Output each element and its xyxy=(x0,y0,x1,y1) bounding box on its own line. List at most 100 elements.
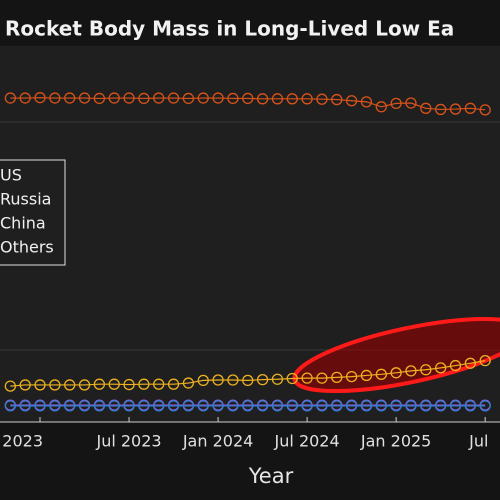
x-ticks: an 2023 Jul 2023 Jan 2024 Jul 2024 Jan 2025 J… xyxy=(0,417,488,451)
data-point xyxy=(197,400,209,412)
data-point xyxy=(108,92,120,104)
data-point xyxy=(479,104,491,116)
lines xyxy=(4,92,491,412)
data-point xyxy=(360,400,373,412)
data-point xyxy=(108,400,120,412)
data-point xyxy=(227,92,239,105)
data-point xyxy=(360,96,373,108)
data-point xyxy=(34,379,46,391)
data-point xyxy=(123,378,135,391)
legend-label: China xyxy=(0,214,46,233)
data-point xyxy=(479,400,491,412)
legend: US Russia China Others xyxy=(0,159,66,266)
data-point xyxy=(464,400,476,412)
data-point xyxy=(405,97,417,109)
data-point xyxy=(301,400,313,412)
data-point xyxy=(434,103,447,116)
highlight-ellipse xyxy=(292,316,500,394)
data-point xyxy=(256,373,269,386)
data-point xyxy=(449,359,462,372)
data-point xyxy=(360,369,373,382)
data-point xyxy=(375,400,387,412)
data-point xyxy=(19,400,31,412)
legend-label: US xyxy=(0,166,22,185)
data-point xyxy=(271,93,284,105)
x-tick-label: Jul 2024 xyxy=(274,432,340,451)
data-point xyxy=(182,400,195,412)
data-point xyxy=(345,95,358,107)
data-point xyxy=(390,400,402,412)
data-point xyxy=(4,400,16,412)
data-point xyxy=(19,92,31,104)
legend-box xyxy=(0,159,66,266)
data-point xyxy=(19,379,31,391)
data-point xyxy=(4,92,16,104)
data-point xyxy=(301,93,313,105)
data-point xyxy=(316,93,328,105)
data-point xyxy=(420,364,432,376)
data-point xyxy=(153,400,165,412)
data-point xyxy=(286,372,298,385)
data-point xyxy=(345,400,358,412)
data-point xyxy=(331,93,343,106)
data-point xyxy=(138,92,150,105)
data-point xyxy=(242,92,254,105)
x-axis-label: Year xyxy=(248,464,294,488)
data-point xyxy=(182,92,195,105)
data-point xyxy=(197,374,209,387)
data-point xyxy=(331,371,343,384)
data-point xyxy=(286,400,298,412)
data-point xyxy=(93,378,106,390)
data-point xyxy=(449,103,462,115)
data-point xyxy=(434,400,447,412)
x-tick-label: Jul xyxy=(468,432,488,451)
data-point xyxy=(331,400,343,412)
data-point xyxy=(375,101,387,113)
chart-title: Rocket Body Mass in Long-Lived Low Ea xyxy=(5,17,454,41)
data-point xyxy=(49,400,61,412)
data-point xyxy=(49,92,61,104)
data-point xyxy=(405,365,417,377)
data-point xyxy=(4,380,16,392)
data-point xyxy=(420,400,432,412)
data-point xyxy=(286,93,298,105)
data-point xyxy=(93,400,106,412)
data-point xyxy=(78,379,91,391)
data-point xyxy=(316,372,328,384)
data-point xyxy=(242,400,254,412)
data-point xyxy=(375,368,387,380)
data-point xyxy=(390,97,402,110)
data-point xyxy=(64,400,76,412)
data-point xyxy=(212,400,224,412)
data-point xyxy=(93,92,106,105)
data-point xyxy=(405,400,417,412)
data-point xyxy=(271,373,284,385)
data-point xyxy=(108,378,120,390)
data-point xyxy=(390,367,402,379)
x-tick-label: Jan 2025 xyxy=(360,432,431,451)
data-point xyxy=(464,357,476,369)
data-point xyxy=(449,400,462,412)
data-point xyxy=(197,92,209,104)
x-tick-label: an 2023 xyxy=(0,432,43,451)
data-point xyxy=(182,377,195,389)
data-point xyxy=(464,102,476,114)
data-point xyxy=(256,400,269,412)
data-point xyxy=(153,92,165,104)
data-point xyxy=(227,374,239,386)
data-point xyxy=(123,92,135,104)
data-point xyxy=(49,379,61,391)
data-point xyxy=(64,379,76,391)
data-point xyxy=(34,400,46,412)
data-point xyxy=(227,400,239,412)
data-point xyxy=(345,370,358,383)
legend-label: Others xyxy=(0,238,54,257)
data-point xyxy=(212,92,224,104)
data-point xyxy=(212,374,224,386)
data-point xyxy=(479,354,491,367)
x-tick-label: Jan 2024 xyxy=(182,432,253,451)
data-point xyxy=(123,400,135,412)
data-point xyxy=(64,92,76,104)
data-point xyxy=(167,400,180,412)
